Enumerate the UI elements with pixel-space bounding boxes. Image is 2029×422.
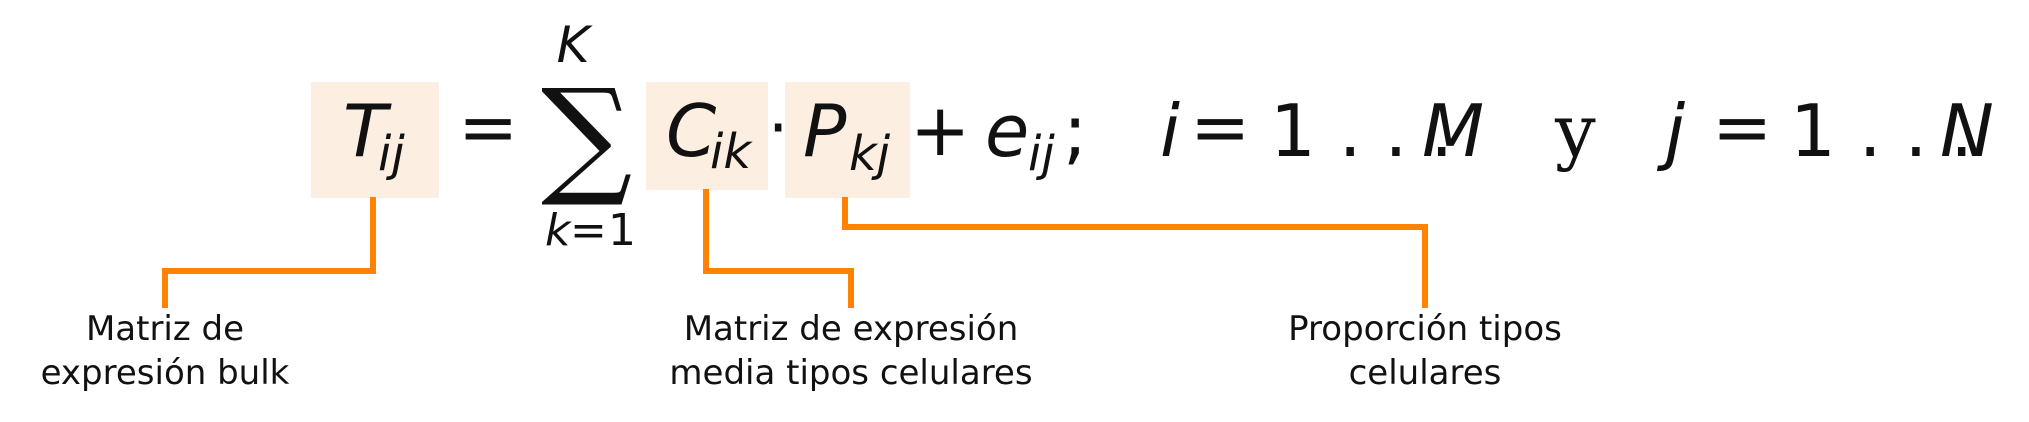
label-mean-line1: Matriz de expresión [683,309,1019,349]
sum-lower-eq: = [570,205,607,256]
label-cell-proportion: Proporción tipos celulares [1265,307,1585,395]
semicolon: ; [1063,89,1087,173]
conjunction-y: y [1554,89,1596,173]
sum-lower-var: k [545,205,572,256]
subscript-p-kj: kj [849,126,891,182]
label-bulk-line2: expresión bulk [40,353,290,393]
symbol-e: e [985,89,1029,173]
label-bulk-line1: Matriz de [85,309,245,349]
index-n: N [1940,89,1994,173]
highlight-box-t [311,82,439,198]
equals-sign: = [458,85,518,169]
index-j-range: 1 . . . [1790,89,1973,173]
plus-sign: + [910,88,970,172]
symbol-t: T [343,89,392,173]
highlight-box-c [646,82,768,190]
highlight-box-p [785,82,910,198]
connector-proportion [842,197,1428,308]
subscript-t-ij: ij [378,126,405,182]
sum-lower-num: 1 [608,205,636,256]
symbol-p: P [803,89,847,173]
dot-operator: · [768,92,788,166]
connector-mean [703,189,854,308]
index-j-equals: = [1712,85,1772,169]
label-mean-line2: media tipos celulares [669,353,1033,393]
label-prop-line1: Proporción tipos [1288,309,1562,349]
subscript-e-ij: ij [1028,126,1055,182]
symbol-c: C [666,89,717,173]
index-i: i [1160,89,1180,173]
index-i-equals: = [1190,85,1250,169]
index-i-range: 1 . . . [1270,89,1453,173]
index-j: j [1656,89,1685,173]
label-bulk-expression: Matriz de expresión bulk [25,307,305,395]
label-prop-line2: celulares [1348,353,1502,393]
sum-symbol: ∑ [541,62,632,211]
connector-bulk [162,197,376,308]
subscript-c-ik: ik [710,124,753,180]
index-m: M [1422,89,1484,173]
label-mean-expression: Matriz de expresión media tipos celulare… [651,307,1051,395]
sum-upper-limit: K [557,16,594,74]
